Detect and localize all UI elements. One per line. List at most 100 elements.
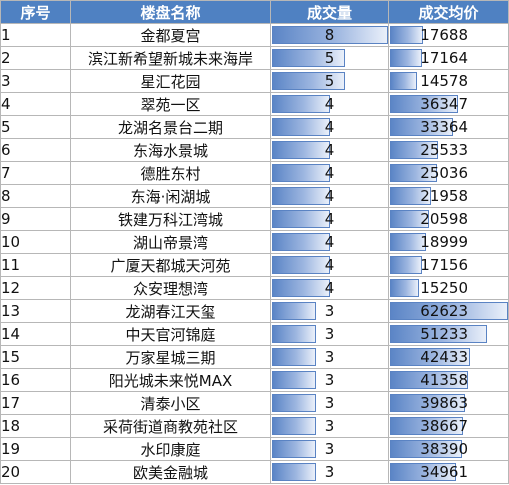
average-price-cell[interactable]: 18999 <box>388 230 509 254</box>
count-data-bar <box>272 164 330 182</box>
average-price-cell[interactable]: 39863 <box>388 391 509 415</box>
average-price-cell[interactable]: 25036 <box>388 161 509 185</box>
table-row: 14 中天官河锦庭 3 51233 <box>0 322 509 346</box>
row-index-cell[interactable]: 11 <box>0 253 71 277</box>
row-index-cell[interactable]: 6 <box>0 138 71 162</box>
average-price-value: 41358 <box>420 371 468 389</box>
header-count[interactable]: 成交量 <box>270 0 389 24</box>
property-name-cell[interactable]: 水印康庭 <box>70 437 271 461</box>
transaction-count-cell[interactable]: 3 <box>270 368 389 392</box>
average-price-cell[interactable]: 33364 <box>388 115 509 139</box>
avg-price-data-bar <box>390 95 458 113</box>
transaction-count-cell[interactable]: 4 <box>270 115 389 139</box>
property-name-cell[interactable]: 翠苑一区 <box>70 92 271 116</box>
row-index-cell[interactable]: 12 <box>0 276 71 300</box>
average-price-cell[interactable]: 21958 <box>388 184 509 208</box>
transaction-count-cell[interactable]: 3 <box>270 437 389 461</box>
header-avg-price[interactable]: 成交均价 <box>388 0 509 24</box>
row-index-cell[interactable]: 7 <box>0 161 71 185</box>
transaction-count-cell[interactable]: 4 <box>270 207 389 231</box>
transaction-count-cell[interactable]: 4 <box>270 230 389 254</box>
row-index-cell[interactable]: 18 <box>0 414 71 438</box>
transaction-count-cell[interactable]: 8 <box>270 23 389 47</box>
row-index-cell[interactable]: 2 <box>0 46 71 70</box>
property-name-cell[interactable]: 东海·闲湖城 <box>70 184 271 208</box>
count-data-bar <box>272 371 316 389</box>
transaction-count-cell[interactable]: 5 <box>270 46 389 70</box>
transaction-count-cell[interactable]: 3 <box>270 345 389 369</box>
average-price-cell[interactable]: 20598 <box>388 207 509 231</box>
property-name-cell[interactable]: 龙湖名景台二期 <box>70 115 271 139</box>
average-price-cell[interactable]: 14578 <box>388 69 509 93</box>
table-row: 1 金都夏宫 8 17688 <box>0 23 509 47</box>
average-price-cell[interactable]: 25533 <box>388 138 509 162</box>
table-row: 15 万家星城三期 3 42433 <box>0 345 509 369</box>
average-price-cell[interactable]: 62623 <box>388 299 509 323</box>
transaction-count-cell[interactable]: 4 <box>270 184 389 208</box>
row-index-cell[interactable]: 10 <box>0 230 71 254</box>
header-index[interactable]: 序号 <box>0 0 71 24</box>
row-index-cell[interactable]: 9 <box>0 207 71 231</box>
average-price-cell[interactable]: 34961 <box>388 460 509 484</box>
property-name-cell[interactable]: 众安理想湾 <box>70 276 271 300</box>
row-index-cell[interactable]: 14 <box>0 322 71 346</box>
row-index-cell[interactable]: 5 <box>0 115 71 139</box>
row-index-cell[interactable]: 4 <box>0 92 71 116</box>
average-price-cell[interactable]: 38390 <box>388 437 509 461</box>
row-index-cell[interactable]: 15 <box>0 345 71 369</box>
property-name-cell[interactable]: 万家星城三期 <box>70 345 271 369</box>
property-name-cell[interactable]: 金都夏宫 <box>70 23 271 47</box>
property-name-cell[interactable]: 东海水景城 <box>70 138 271 162</box>
table-row: 16 阳光城未来悦MAX 3 41358 <box>0 368 509 392</box>
average-price-cell[interactable]: 42433 <box>388 345 509 369</box>
table-row: 11 广厦天都城天河苑 4 17156 <box>0 253 509 277</box>
transaction-count-cell[interactable]: 3 <box>270 391 389 415</box>
transaction-count-cell[interactable]: 4 <box>270 276 389 300</box>
row-index-cell[interactable]: 13 <box>0 299 71 323</box>
transaction-count-cell[interactable]: 4 <box>270 92 389 116</box>
average-price-cell[interactable]: 51233 <box>388 322 509 346</box>
table-row: 9 铁建万科江湾城 4 20598 <box>0 207 509 231</box>
average-price-cell[interactable]: 17164 <box>388 46 509 70</box>
transaction-count-cell[interactable]: 3 <box>270 299 389 323</box>
row-index-cell[interactable]: 19 <box>0 437 71 461</box>
transaction-count-cell[interactable]: 3 <box>270 460 389 484</box>
property-name-cell[interactable]: 湖山帝景湾 <box>70 230 271 254</box>
property-name-cell[interactable]: 欧美金融城 <box>70 460 271 484</box>
property-name-cell[interactable]: 阳光城未来悦MAX <box>70 368 271 392</box>
row-index-cell[interactable]: 1 <box>0 23 71 47</box>
transaction-count-cell[interactable]: 4 <box>270 138 389 162</box>
average-price-cell[interactable]: 38667 <box>388 414 509 438</box>
property-name-cell[interactable]: 中天官河锦庭 <box>70 322 271 346</box>
table-row: 20 欧美金融城 3 34961 <box>0 460 509 484</box>
property-name-cell[interactable]: 清泰小区 <box>70 391 271 415</box>
property-name-cell[interactable]: 铁建万科江湾城 <box>70 207 271 231</box>
average-price-cell[interactable]: 17688 <box>388 23 509 47</box>
row-index-cell[interactable]: 17 <box>0 391 71 415</box>
transaction-count-value: 3 <box>324 325 335 343</box>
average-price-cell[interactable]: 41358 <box>388 368 509 392</box>
transaction-count-cell[interactable]: 3 <box>270 322 389 346</box>
average-price-cell[interactable]: 17156 <box>388 253 509 277</box>
row-index-cell[interactable]: 20 <box>0 460 71 484</box>
header-name[interactable]: 楼盘名称 <box>70 0 271 24</box>
transaction-count-cell[interactable]: 4 <box>270 253 389 277</box>
transaction-count-cell[interactable]: 3 <box>270 414 389 438</box>
average-price-value: 25533 <box>420 141 468 159</box>
property-name-cell[interactable]: 星汇花园 <box>70 69 271 93</box>
property-name-cell[interactable]: 德胜东村 <box>70 161 271 185</box>
property-name-cell[interactable]: 滨江新希望新城未来海岸 <box>70 46 271 70</box>
property-name-cell[interactable]: 采荷街道商教苑社区 <box>70 414 271 438</box>
transaction-count-value: 4 <box>324 210 335 228</box>
property-name-cell[interactable]: 龙湖春江天玺 <box>70 299 271 323</box>
average-price-cell[interactable]: 36347 <box>388 92 509 116</box>
row-index-cell[interactable]: 16 <box>0 368 71 392</box>
transaction-count-cell[interactable]: 4 <box>270 161 389 185</box>
transaction-count-cell[interactable]: 5 <box>270 69 389 93</box>
count-data-bar <box>272 72 345 90</box>
average-price-cell[interactable]: 15250 <box>388 276 509 300</box>
property-name-cell[interactable]: 广厦天都城天河苑 <box>70 253 271 277</box>
row-index-cell[interactable]: 3 <box>0 69 71 93</box>
transaction-count-value: 5 <box>324 49 335 67</box>
row-index-cell[interactable]: 8 <box>0 184 71 208</box>
